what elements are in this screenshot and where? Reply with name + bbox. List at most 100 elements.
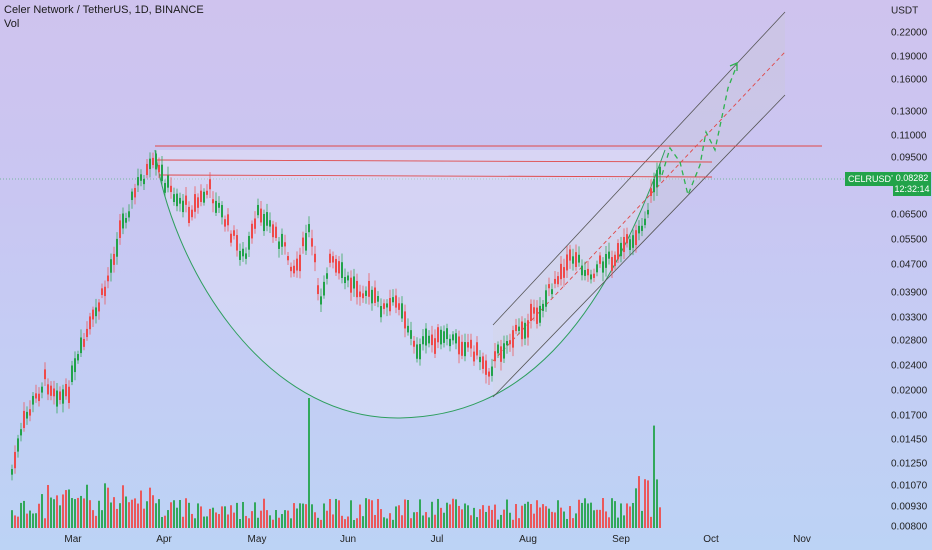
candle-body xyxy=(329,253,331,263)
volume-bar xyxy=(353,519,355,528)
volume-bar xyxy=(218,514,220,528)
candle-body xyxy=(203,191,205,203)
candle-body xyxy=(20,429,22,436)
volume-bar xyxy=(566,518,568,528)
candle-body xyxy=(497,344,499,354)
time-tick: Sep xyxy=(612,534,630,545)
candle-body xyxy=(566,254,568,271)
candle-body xyxy=(515,324,517,332)
candle-body xyxy=(638,225,640,234)
candle-body xyxy=(629,239,631,250)
volume-bar xyxy=(650,516,652,528)
volume-bar xyxy=(356,518,358,528)
volume-bar xyxy=(266,510,268,528)
candle-body xyxy=(218,202,220,208)
candle-body xyxy=(287,256,289,261)
volume-bar xyxy=(380,509,382,528)
time-tick: Jun xyxy=(339,534,357,545)
candle-body xyxy=(317,285,319,295)
volume-bar xyxy=(275,510,277,528)
volume-bar xyxy=(458,505,460,528)
volume-bar xyxy=(11,510,13,528)
candle-body xyxy=(257,204,259,216)
candle-body xyxy=(149,158,151,170)
volume-bar xyxy=(596,509,598,528)
candle-body xyxy=(68,386,70,403)
candle-body xyxy=(236,235,238,251)
volume-bar xyxy=(308,398,310,528)
time-tick: Apr xyxy=(156,534,172,545)
price-tick: 0.01450 xyxy=(891,434,928,446)
volume-bar xyxy=(290,518,292,528)
volume-bar xyxy=(77,497,79,528)
candle-body xyxy=(158,164,160,173)
candle-body xyxy=(419,344,421,360)
candle-body xyxy=(65,383,67,397)
candle-body xyxy=(392,297,394,303)
volume-bar xyxy=(368,499,370,528)
volume-bar xyxy=(413,512,415,528)
volume-bar xyxy=(32,513,34,528)
volume-bar xyxy=(365,498,367,528)
price-axis[interactable]: USDT 0.22000 0.19000 0.16000 0.13000 0.11000… xyxy=(885,0,932,533)
volume-bar xyxy=(578,499,580,528)
candle-body xyxy=(632,235,634,248)
volume-bar xyxy=(593,510,595,528)
volume-bar xyxy=(38,503,40,528)
candle-body xyxy=(602,261,604,273)
candle-body xyxy=(617,243,619,260)
volume-bar xyxy=(383,517,385,528)
volume-bar xyxy=(20,502,22,528)
volume-bar xyxy=(533,513,535,528)
candle-body xyxy=(455,333,457,344)
resistance-line-2 xyxy=(154,159,713,163)
price-chart[interactable] xyxy=(0,0,885,530)
candle-body xyxy=(362,293,364,299)
candle-body xyxy=(314,253,316,263)
volume-bar xyxy=(344,519,346,528)
volume-bar xyxy=(278,517,280,528)
volume-bar xyxy=(86,484,88,528)
volume-bar xyxy=(107,487,109,528)
volume-bar xyxy=(272,519,274,528)
volume-bar xyxy=(341,515,343,528)
candle-body xyxy=(575,252,577,267)
price-unit: USDT xyxy=(891,5,919,17)
candle-body xyxy=(383,303,385,309)
candle-body xyxy=(446,328,448,340)
volume-bar xyxy=(104,483,106,528)
volume-bar xyxy=(497,519,499,528)
volume-bar xyxy=(89,500,91,528)
candle-body xyxy=(407,325,409,333)
price-tick: 0.13000 xyxy=(891,106,928,118)
candle-body xyxy=(359,291,361,297)
channel-fill xyxy=(493,12,785,397)
time-axis[interactable]: Mar Apr May Jun Jul Aug Sep Oct Nov xyxy=(0,530,885,550)
candle-body xyxy=(365,290,367,296)
volume-bar xyxy=(659,507,661,528)
candle-body xyxy=(221,205,223,218)
volume-bar xyxy=(269,515,271,528)
candle-body xyxy=(608,251,610,259)
candle-body xyxy=(206,190,208,195)
price-tick: 0.02400 xyxy=(891,360,928,372)
volume-bar xyxy=(509,512,511,528)
volume-bar xyxy=(488,505,490,528)
volume-bar xyxy=(530,504,532,528)
candle-body xyxy=(197,197,199,208)
volume-bar xyxy=(473,507,475,528)
candle-body xyxy=(650,188,652,196)
candle-body xyxy=(398,303,400,310)
price-tick: 0.01070 xyxy=(891,480,928,492)
candle-body xyxy=(554,278,556,284)
price-tick: 0.00930 xyxy=(891,501,928,513)
volume-bar xyxy=(641,510,643,528)
volume-bar xyxy=(653,425,655,528)
candle-body xyxy=(344,276,346,284)
candle-body xyxy=(512,330,514,348)
volume-bar xyxy=(317,517,319,528)
volume-bar xyxy=(605,511,607,528)
candle-body xyxy=(458,336,460,355)
price-tick: 0.00800 xyxy=(891,521,928,533)
chart-legend: Celer Network / TetherUS, 1D, BINANCE Vo… xyxy=(4,3,204,31)
